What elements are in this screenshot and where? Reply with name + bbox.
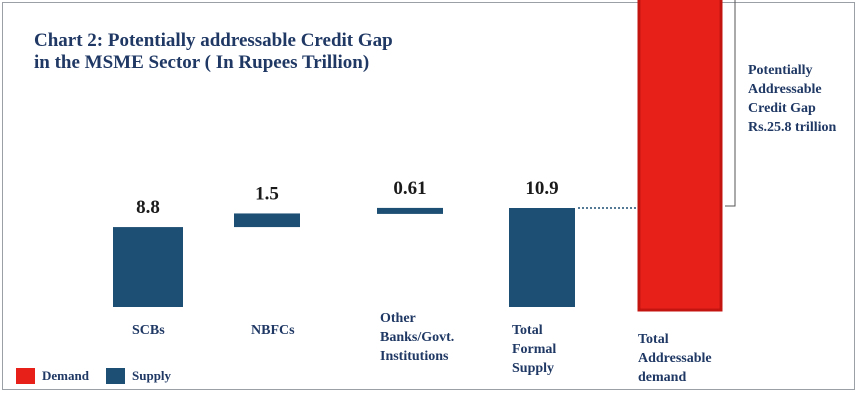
legend-swatch-demand xyxy=(16,368,35,384)
category-label-4-line-3: Supply xyxy=(512,361,554,376)
category-label-3-line-1: Other xyxy=(380,311,416,326)
gap-annotation-line-3: Credit Gap xyxy=(748,101,816,116)
data-label-3: 0.61 xyxy=(393,178,426,199)
data-label-2: 1.5 xyxy=(255,183,279,204)
data-label-4: 10.9 xyxy=(525,178,558,199)
bar-supply-4 xyxy=(509,208,575,307)
category-label-2-line-1: NBFCs xyxy=(251,323,295,338)
category-label-5-line-2: Addressable xyxy=(638,351,712,366)
legend-label-demand: Demand xyxy=(42,368,90,383)
chart-title: Chart 2: Potentially addressable Credit … xyxy=(34,30,393,74)
category-label-3-line-3: Institutions xyxy=(380,349,449,364)
chart-title-line-1: Chart 2: Potentially addressable Credit … xyxy=(34,30,393,51)
category-label-5-line-3: demand xyxy=(638,370,686,385)
bar-demand xyxy=(637,0,723,312)
category-label-4-line-2: Formal xyxy=(512,342,556,357)
category-label-5-line-1: Total xyxy=(638,332,669,347)
bar-supply-1 xyxy=(113,227,183,307)
gap-annotation-line-1: Potentially xyxy=(748,63,813,78)
category-label-3-line-2: Banks/Govt. xyxy=(380,330,454,345)
legend-label-supply: Supply xyxy=(132,368,172,383)
gap-bracket xyxy=(725,0,736,207)
chart-title-line-2: in the MSME Sector ( In Rupees Trillion) xyxy=(34,52,370,73)
gap-annotation-line-2: Addressable xyxy=(748,82,822,97)
gap-annotation-line-4: Rs.25.8 trillion xyxy=(748,120,836,135)
bar-supply-2 xyxy=(234,213,300,228)
legend-swatch-supply xyxy=(106,368,125,384)
data-label-1: 8.8 xyxy=(136,197,160,218)
category-label-1-line-1: SCBs xyxy=(132,323,165,338)
bar-supply-3 xyxy=(377,207,443,214)
category-label-4-line-1: Total xyxy=(512,323,543,338)
